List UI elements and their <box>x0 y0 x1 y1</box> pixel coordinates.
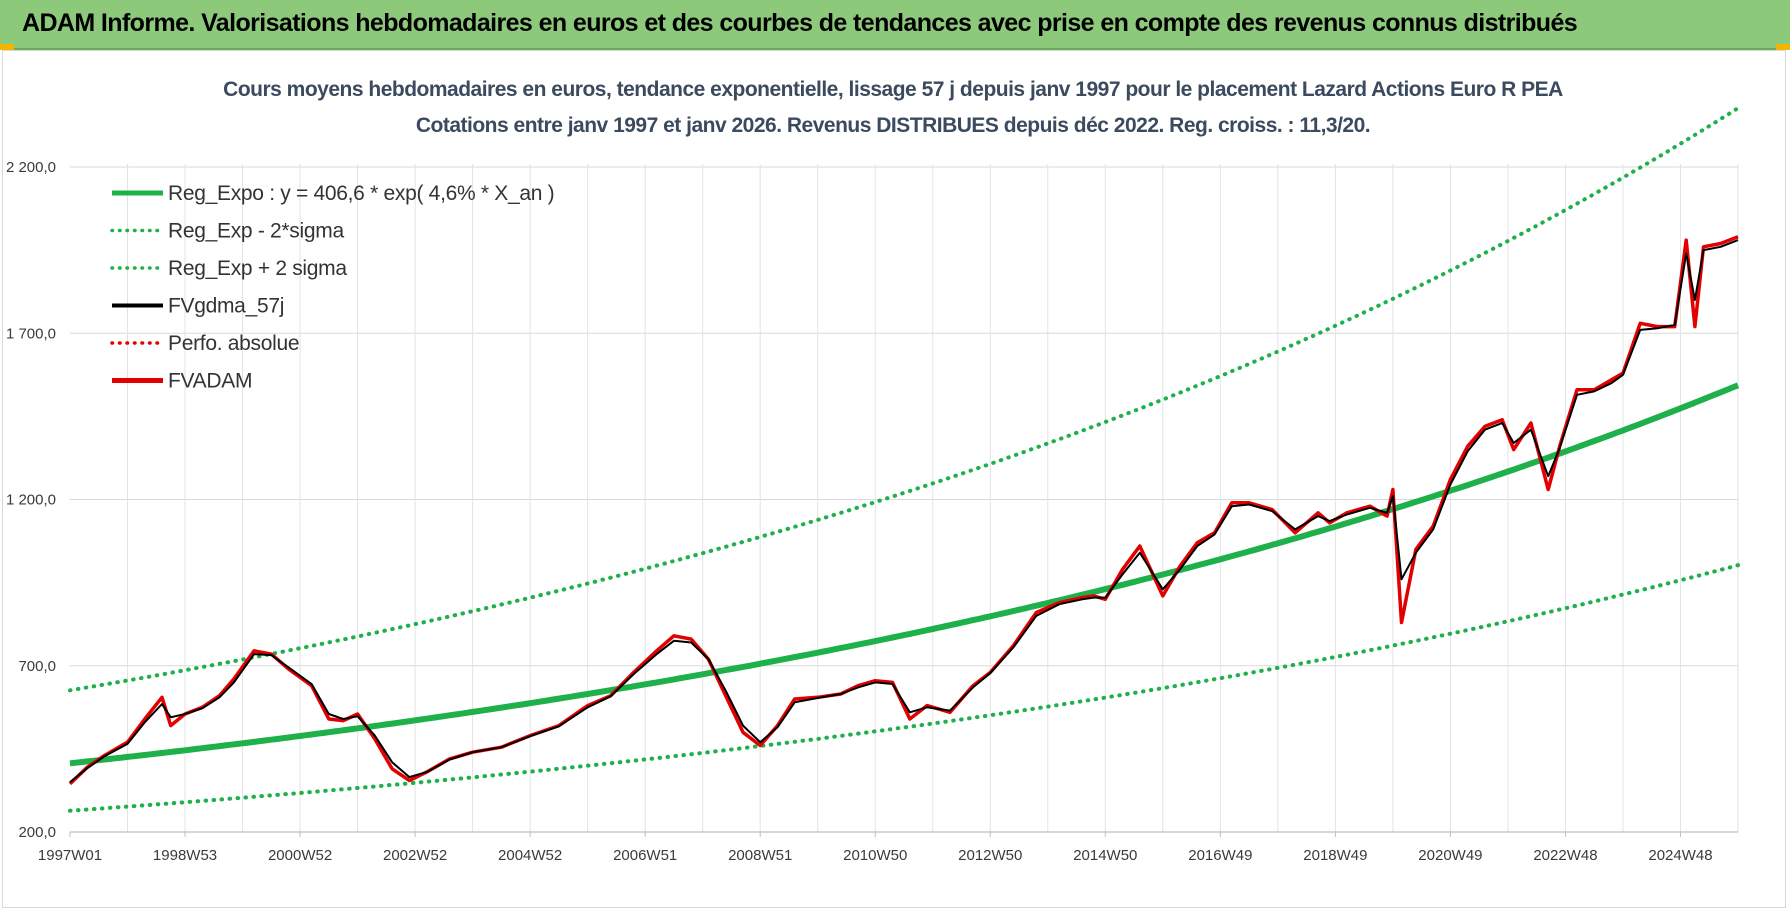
reg-expo-line <box>69 382 1740 767</box>
x-tick-label: 2020W49 <box>1418 847 1482 864</box>
x-tick-label: 2010W50 <box>843 847 907 864</box>
legend-label: Reg_Exp + 2 sigma <box>168 257 347 280</box>
chart-subtitle: Cotations entre janv 1997 et janv 2026. … <box>416 114 1370 137</box>
x-tick-label: 2006W51 <box>613 847 677 864</box>
y-tick-label: 1 200,0 <box>6 492 56 509</box>
x-tick-label: 2024W48 <box>1648 847 1712 864</box>
x-tick-label: 2022W48 <box>1533 847 1597 864</box>
legend-label: Perfo. absolue <box>168 332 299 355</box>
legend-label: FVADAM <box>168 370 252 393</box>
x-tick-label: 2014W50 <box>1073 847 1137 864</box>
x-tick-label: 2004W52 <box>498 847 562 864</box>
x-tick-label: 2012W50 <box>958 847 1022 864</box>
x-tick-label: 2002W52 <box>383 847 447 864</box>
axes: 200,0 700,0 1 200,0 1 700,0 2 200,0 1997W01 19… <box>6 159 1738 864</box>
series-layer <box>68 106 1740 813</box>
y-tick-label: 700,0 <box>18 658 56 675</box>
corner-marker <box>0 44 14 50</box>
y-tick-label: 1 700,0 <box>6 325 56 342</box>
legend-label: FVgdma_57j <box>168 295 284 318</box>
fvgdma-series-line <box>69 239 1739 783</box>
legend-label: Reg_Expo : y = 406,6 * exp( 4,6% * X_an … <box>168 182 554 205</box>
y-tick-label: 200,0 <box>18 824 56 841</box>
report-banner: ADAM Informe. Valorisations hebdomadaire… <box>0 0 1790 50</box>
x-tick-label: 2008W51 <box>728 847 792 864</box>
banner-title: ADAM Informe. Valorisations hebdomadaire… <box>22 9 1578 37</box>
reg-plus-2sigma-line <box>68 106 1740 693</box>
legend: Reg_Expo : y = 406,6 * exp( 4,6% * X_an … <box>110 182 555 393</box>
corner-marker <box>1776 44 1790 50</box>
grid <box>70 164 1739 832</box>
x-tick-label: 1997W01 <box>38 847 102 864</box>
legend-label: Reg_Exp - 2*sigma <box>168 220 344 243</box>
chart-frame <box>2 50 1786 908</box>
x-tick-label: 2016W49 <box>1188 847 1252 864</box>
chart-title: Cours moyens hebdomadaires en euros, ten… <box>223 78 1563 101</box>
x-tick-label: 2000W52 <box>268 847 332 864</box>
x-tick-label: 1998W53 <box>153 847 217 864</box>
x-tick-label: 2018W49 <box>1303 847 1367 864</box>
y-tick-label: 2 200,0 <box>6 159 56 176</box>
reg-minus-2sigma-line <box>68 563 1740 813</box>
